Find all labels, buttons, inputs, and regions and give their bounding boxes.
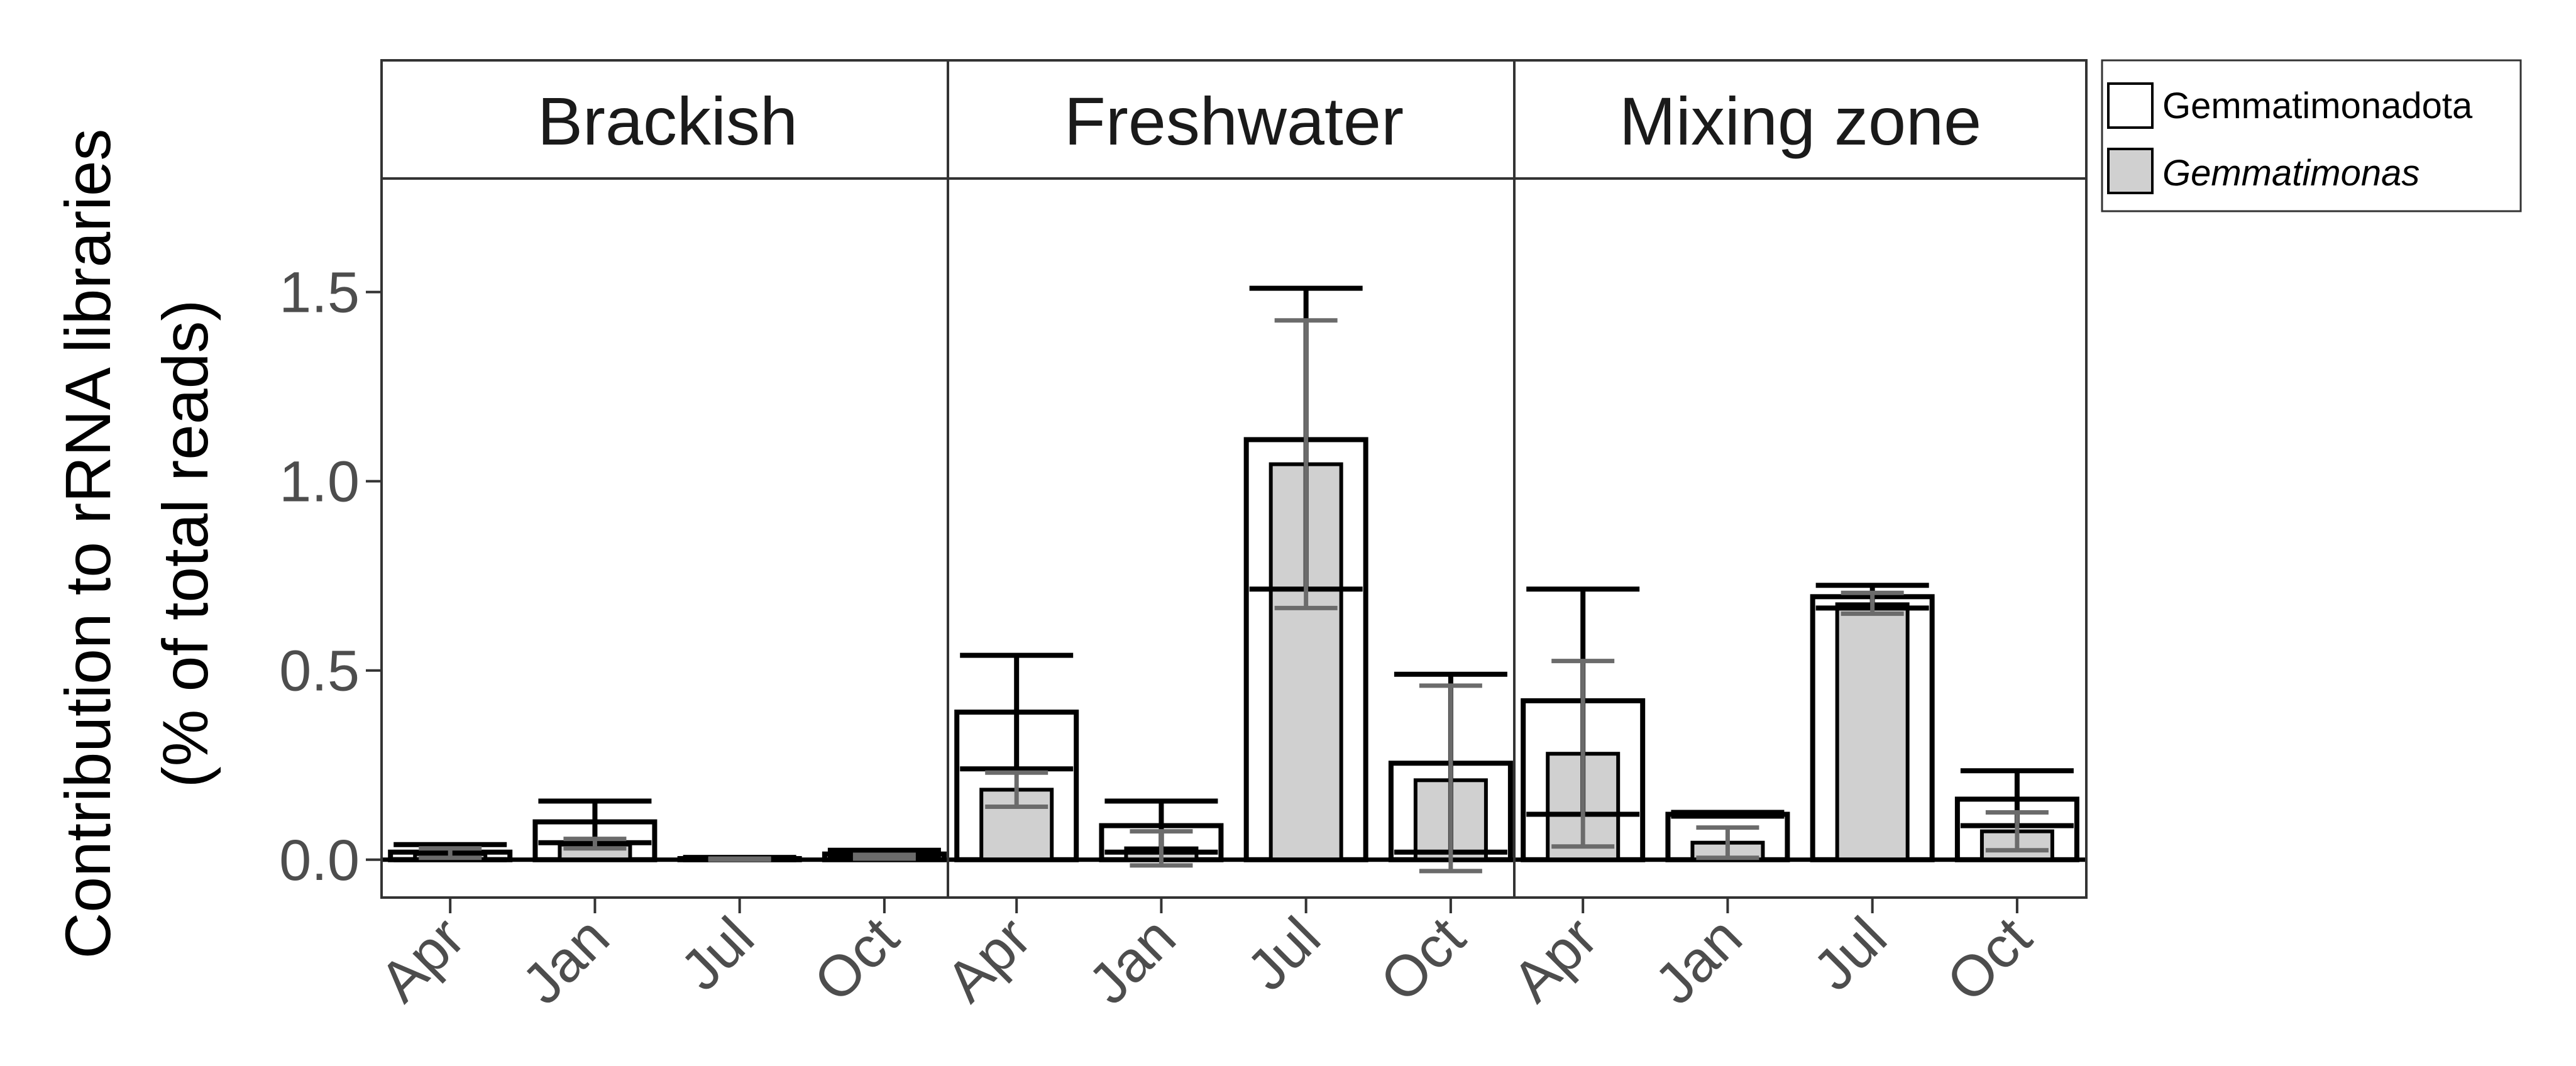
y-tick-label: 1.5 [279,261,360,325]
legend-label-gemmatimonas: Gemmatimonas [2162,153,2419,194]
x-tick-label: Apr [934,905,1043,1014]
bar-gemmatimonas [979,788,1054,862]
bar-gemmatimonas [1835,602,1910,862]
legend: Gemmatimonadota Gemmatimonas [2101,59,2522,212]
x-tick-label: Oct [1935,905,2044,1014]
panel-mixing-zone [1513,177,2088,913]
x-tick-label: Oct [1368,905,1477,1014]
y-axis-title-line-2: (% of total reads) [150,300,221,788]
strip-title-freshwater: Freshwater [1064,83,1404,159]
x-tick-label: Jul [1235,905,1333,1003]
x-tick-label: Jan [1643,905,1754,1016]
y-axis: 0.0 0.5 1.0 1.5 [279,261,382,893]
x-tick-label: Jan [1077,905,1188,1016]
legend-box [2101,59,2522,212]
y-tick-label: 1.0 [279,450,360,514]
x-axis-labels: Apr Jan Jul Oct Apr Jan Jul Oct Apr Jan … [368,905,2044,1016]
x-tick-label: Jul [1802,905,1899,1003]
legend-key-gemmatimonas [2107,148,2154,194]
panel-strips: Brackish Freshwater Mixing zone [380,59,2088,180]
y-tick-label: 0.0 [279,828,360,893]
strip-title-mixing-zone: Mixing zone [1619,83,1981,159]
x-tick-label: Jan [510,905,622,1016]
panel-border [1513,177,2088,899]
strip-title-brackish: Brackish [537,83,798,159]
x-tick-label: Oct [802,905,911,1014]
panel-freshwater [947,177,1521,913]
y-tick-label: 0.5 [279,639,360,703]
strip-brackish [380,59,955,180]
legend-key-gemmatimonadota [2107,82,2154,129]
legend-label-gemmatimonadota: Gemmatimonadota [2162,85,2473,126]
x-tick-label: Apr [368,905,476,1014]
x-tick-label: Jul [669,905,766,1003]
strip-mixing-zone [1513,59,2088,180]
x-tick-label: Apr [1500,905,1609,1014]
panel-brackish [380,177,955,913]
panel-background [382,179,954,898]
y-axis-title-line-1: Contribution to rRNA libraries [52,129,124,959]
y-axis-title: Contribution to rRNA libraries (% of tot… [52,129,221,959]
